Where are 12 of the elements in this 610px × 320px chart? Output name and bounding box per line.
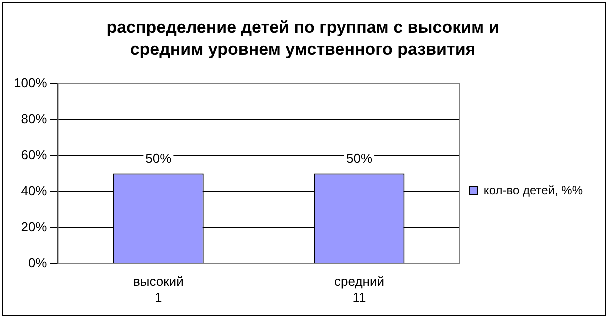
y-tick-label: 0% bbox=[28, 255, 48, 270]
y-tick-label: 60% bbox=[21, 147, 48, 162]
y-tick-label: 20% bbox=[21, 219, 48, 234]
chart-title: распределение детей по группам с высоким и средним уровнем умственного развития bbox=[106, 17, 500, 61]
legend-label: кол-во детей, %% bbox=[484, 183, 584, 198]
x-tick-label: средний 11 bbox=[334, 274, 384, 305]
x-tick-label: высокий 1 bbox=[134, 274, 184, 305]
data-label: 50% bbox=[146, 150, 172, 166]
y-tick-label: 100% bbox=[14, 75, 48, 90]
data-label: 50% bbox=[346, 150, 373, 166]
y-tick-label: 40% bbox=[21, 183, 48, 198]
y-tick-label: 80% bbox=[21, 111, 48, 126]
